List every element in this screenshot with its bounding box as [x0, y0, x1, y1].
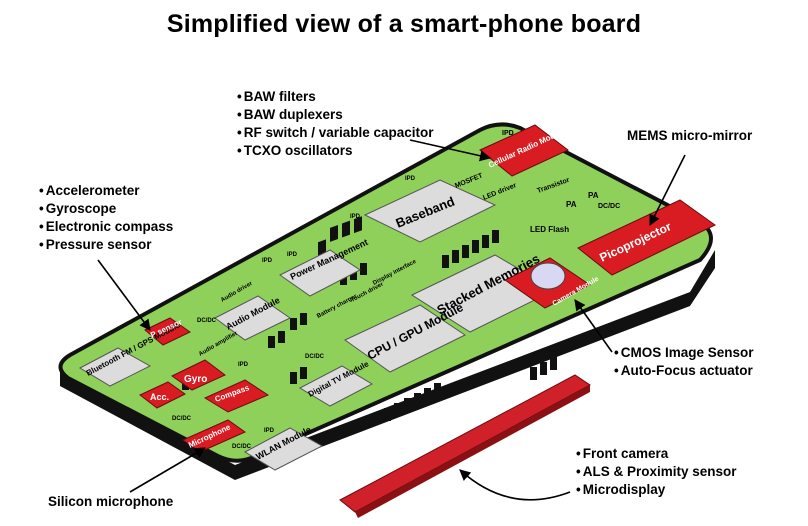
arrow-sensors	[97, 259, 151, 331]
baseband-chip	[363, 179, 497, 243]
callout-front-item: Front camera	[576, 445, 737, 463]
compass-chip	[203, 379, 270, 413]
callout-front-item: Microdisplay	[576, 481, 737, 499]
label-dcdc-mid: DC/DC	[305, 354, 325, 360]
callout-mems: MEMS micro-mirror	[627, 128, 753, 143]
arrow-camera	[574, 299, 613, 353]
callout-sensors-item: Gyroscope	[39, 200, 173, 218]
callout-front: Front camera ALS & Proximity sensor Micr…	[576, 445, 737, 499]
cpu-gpu-chip	[344, 304, 466, 373]
label-ipd-5: IPD	[238, 362, 249, 368]
digital-tv-chip	[298, 365, 374, 407]
label-ipd-6: IPD	[264, 428, 275, 434]
diagram-title: Simplified view of a smart-phone board	[166, 10, 642, 38]
label-pa-2: PA	[588, 191, 599, 200]
callout-sensors-item: Accelerometer	[39, 182, 173, 200]
callout-rf-item: BAW duplexers	[237, 106, 434, 124]
power-management-chip	[279, 249, 361, 297]
label-ipd-1: IPD	[405, 176, 416, 182]
label-ipd-4: IPD	[287, 252, 298, 258]
label-ipd-3: IPD	[262, 258, 273, 264]
label-dcdc-left: DC/DC	[197, 318, 217, 324]
callout-camera-item: Auto-Focus actuator	[614, 362, 754, 380]
audio-module-chip	[214, 295, 291, 341]
label-dcdc-lower: DC/DC	[172, 416, 192, 422]
label-dcdc-top: DC/DC	[598, 203, 620, 210]
callout-sensors-item: Pressure sensor	[39, 236, 173, 254]
grey-chips	[78, 179, 557, 471]
callout-rf: BAW filters BAW duplexers RF switch / va…	[237, 88, 434, 160]
callout-rf-item: BAW filters	[237, 88, 434, 106]
label-ipd-2: IPD	[350, 214, 361, 220]
arrow-mems	[649, 154, 686, 227]
callout-front-item: ALS & Proximity sensor	[576, 463, 737, 481]
callout-camera: CMOS Image Sensor Auto-Focus actuator	[614, 344, 754, 380]
arrow-front	[459, 469, 571, 501]
callout-microphone: Silicon microphone	[48, 494, 174, 509]
bluetooth-chip	[78, 347, 152, 387]
board-surface	[58, 122, 713, 463]
picoprojector-chip	[577, 199, 716, 276]
label-ipd-top: IPD	[502, 130, 514, 137]
label-acc: Acc.	[150, 392, 169, 402]
acc-chip	[139, 381, 186, 409]
callout-rf-item: TCXO oscillators	[237, 142, 434, 160]
gyro-chip	[171, 359, 226, 391]
flex-connector-edge	[355, 385, 590, 518]
wlan-chip	[243, 427, 324, 471]
callout-rf-item: RF switch / variable capacitor	[237, 124, 434, 142]
callout-sensors-item: Electronic compass	[39, 218, 174, 236]
callout-camera-item: CMOS Image Sensor	[614, 344, 754, 362]
label-led-flash: LED Flash	[530, 225, 569, 234]
p-sensor-chip	[144, 317, 191, 346]
cellular-chip	[479, 124, 569, 177]
arrow-microphone	[129, 447, 206, 493]
label-pa-1: PA	[566, 200, 577, 209]
label-gyro: Gyro	[184, 374, 207, 385]
callout-sensors: Accelerometer Gyroscope Electronic compa…	[39, 182, 174, 254]
label-dcdc-bottom: DC/DC	[232, 444, 252, 450]
camera-lens	[530, 262, 566, 290]
